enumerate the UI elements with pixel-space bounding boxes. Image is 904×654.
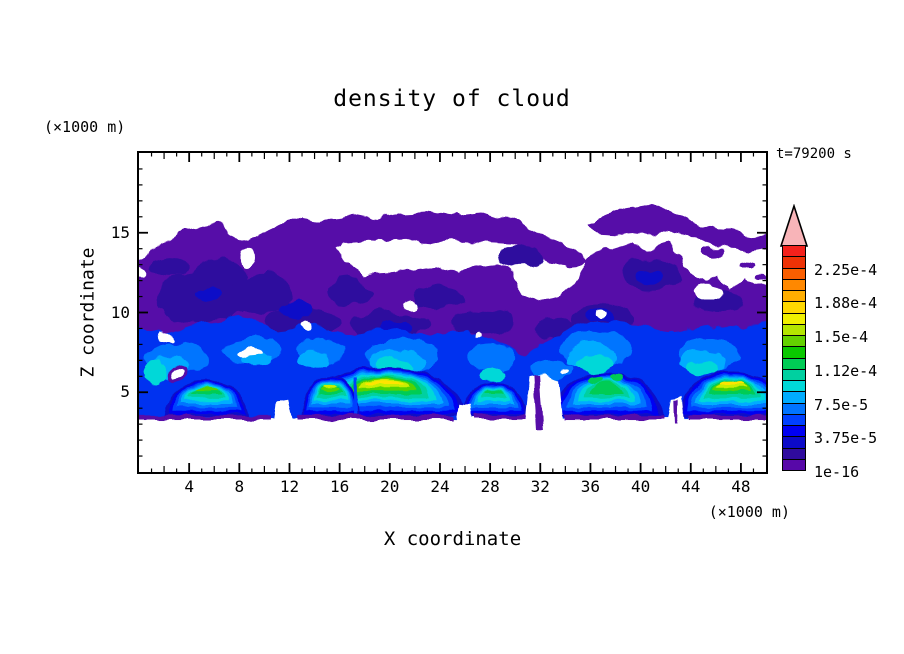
x-tick-label: 20 (380, 477, 400, 496)
cloud-base-layer (139, 373, 766, 472)
cumulus-mounds (164, 367, 766, 418)
x-tick-label: 44 (681, 477, 701, 496)
colorbar-tick-label: 7.5e-5 (814, 395, 869, 414)
x-tick-label: 36 (580, 477, 601, 496)
colorbar (782, 245, 806, 471)
x-tick-label: 16 (329, 477, 350, 496)
colorbar-segment (782, 458, 806, 471)
y-tick-label: 15 (110, 222, 130, 242)
colorbar-tick-label: 1.5e-4 (814, 328, 869, 346)
y-axis-unit-label: (×1000 m) (44, 118, 126, 136)
chart-title: density of cloud (333, 86, 571, 112)
timestamp-label: t=79200 s (776, 146, 852, 162)
x-tick-label: 40 (630, 477, 651, 496)
colorbar-tick-label: 1e-16 (814, 463, 860, 481)
x-tick-label: 8 (234, 477, 245, 496)
plot-area (137, 151, 768, 474)
x-tick-label: 4 (184, 477, 194, 496)
y-tick-label: 5 (120, 382, 130, 402)
x-axis-title: X coordinate (383, 528, 522, 550)
colorbar-tick-label: 2.25e-4 (814, 260, 878, 279)
colorbar-tick-label: 1.88e-4 (814, 294, 878, 313)
y-tick-label: 10 (110, 302, 130, 322)
cloud-density-field (139, 205, 766, 472)
colorbar-tick-label: 1.12e-4 (814, 361, 878, 380)
axis-ticks (139, 153, 766, 472)
x-axis-unit-label: (×1000 m) (708, 503, 790, 521)
x-tick-label: 12 (279, 477, 300, 496)
x-tick-label: 32 (530, 477, 550, 496)
x-tick-label: 24 (430, 477, 450, 496)
x-tick-label: 28 (480, 477, 500, 496)
colorbar-overflow-arrow (779, 204, 809, 247)
x-tick-label: 48 (731, 477, 751, 496)
colorbar-tick-label: 3.75e-5 (814, 429, 878, 448)
mound-slit (354, 377, 358, 416)
